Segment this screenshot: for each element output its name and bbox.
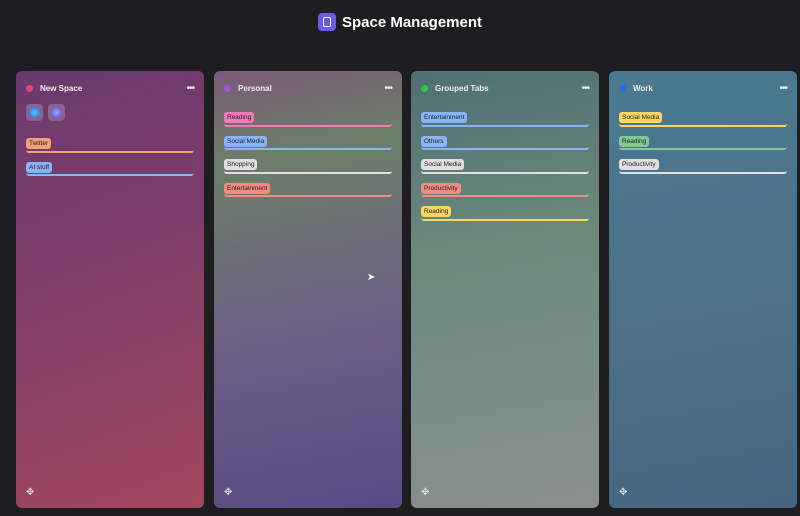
tab-group[interactable]: Others (421, 127, 589, 150)
space-header: Personal ••• (214, 71, 402, 95)
tab-group[interactable]: Shopping (224, 150, 392, 174)
tab-group-label[interactable]: Productivity (619, 159, 659, 170)
tab-group[interactable]: Productivity (619, 150, 787, 174)
space-title[interactable]: Personal (238, 83, 272, 93)
tab-group-label[interactable]: Shopping (224, 159, 258, 170)
drag-handle-icon[interactable]: ✥ (26, 487, 35, 498)
space-column: Personal ••• Reading Social Media Shoppi… (214, 71, 402, 508)
space-title[interactable]: Grouped Tabs (435, 83, 489, 93)
tab-group[interactable]: AI stuff (26, 153, 194, 176)
space-column: New Space ••• Twitter AI stuff ✥ (16, 71, 204, 508)
tab-group[interactable]: Productivity (421, 174, 589, 197)
header: Space Management (0, 13, 800, 31)
tab-group-label[interactable]: Social Media (224, 135, 268, 147)
tab-group[interactable]: Twitter (26, 129, 194, 153)
tab-group[interactable]: Entertainment (421, 103, 589, 127)
tab-group-label[interactable]: Entertainment (421, 112, 468, 123)
space-title[interactable]: Work (633, 83, 653, 93)
arc-icon[interactable] (48, 104, 65, 121)
tab-group[interactable]: Reading (224, 103, 392, 127)
tab-group-label[interactable]: Reading (421, 206, 452, 217)
chrome-canary-icon[interactable] (26, 104, 43, 121)
more-options-icon[interactable]: ••• (779, 82, 787, 94)
drag-handle-icon[interactable]: ✥ (619, 487, 628, 498)
tab-group[interactable]: Reading (619, 127, 787, 150)
tab-group-label[interactable]: Productivity (421, 182, 461, 194)
tab-group-label[interactable]: Social Media (421, 159, 465, 170)
more-options-icon[interactable]: ••• (384, 82, 392, 94)
space-header: New Space ••• (16, 71, 204, 95)
space-column: Grouped Tabs ••• Entertainment Others So… (411, 71, 599, 508)
space-color-dot (421, 84, 428, 92)
tab-group-label[interactable]: Others (421, 135, 447, 147)
space-color-dot (224, 84, 231, 92)
space-title[interactable]: New Space (40, 83, 83, 93)
mouse-cursor-icon: ➤ (367, 272, 376, 283)
space-app-icon (317, 13, 336, 31)
more-options-icon[interactable]: ••• (581, 82, 589, 94)
tab-group[interactable]: Entertainment (224, 174, 392, 197)
space-header: Work ••• (609, 71, 797, 95)
tab-group-label[interactable]: Reading (224, 112, 255, 123)
tab-group[interactable]: Social Media (619, 103, 787, 127)
tab-group-label[interactable]: Entertainment (224, 182, 271, 194)
drag-handle-icon[interactable]: ✥ (224, 487, 233, 498)
drag-handle-icon[interactable]: ✥ (421, 487, 430, 498)
space-color-dot (619, 84, 626, 92)
tab-group-label[interactable]: Social Media (619, 112, 663, 123)
space-color-dot (26, 84, 33, 92)
tab-group-label[interactable]: Reading (619, 135, 650, 147)
tab-group[interactable]: Reading (421, 197, 589, 221)
space-header: Grouped Tabs ••• (411, 71, 599, 95)
page-title: Space Management (341, 13, 483, 31)
tab-group-label[interactable]: AI stuff (26, 161, 53, 173)
space-column: Work ••• Social Media Reading Productivi… (609, 71, 797, 508)
more-options-icon[interactable]: ••• (186, 82, 194, 94)
tab-group[interactable]: Social Media (224, 127, 392, 150)
tab-group-label[interactable]: Twitter (26, 138, 52, 149)
tab-group[interactable]: Social Media (421, 150, 589, 174)
